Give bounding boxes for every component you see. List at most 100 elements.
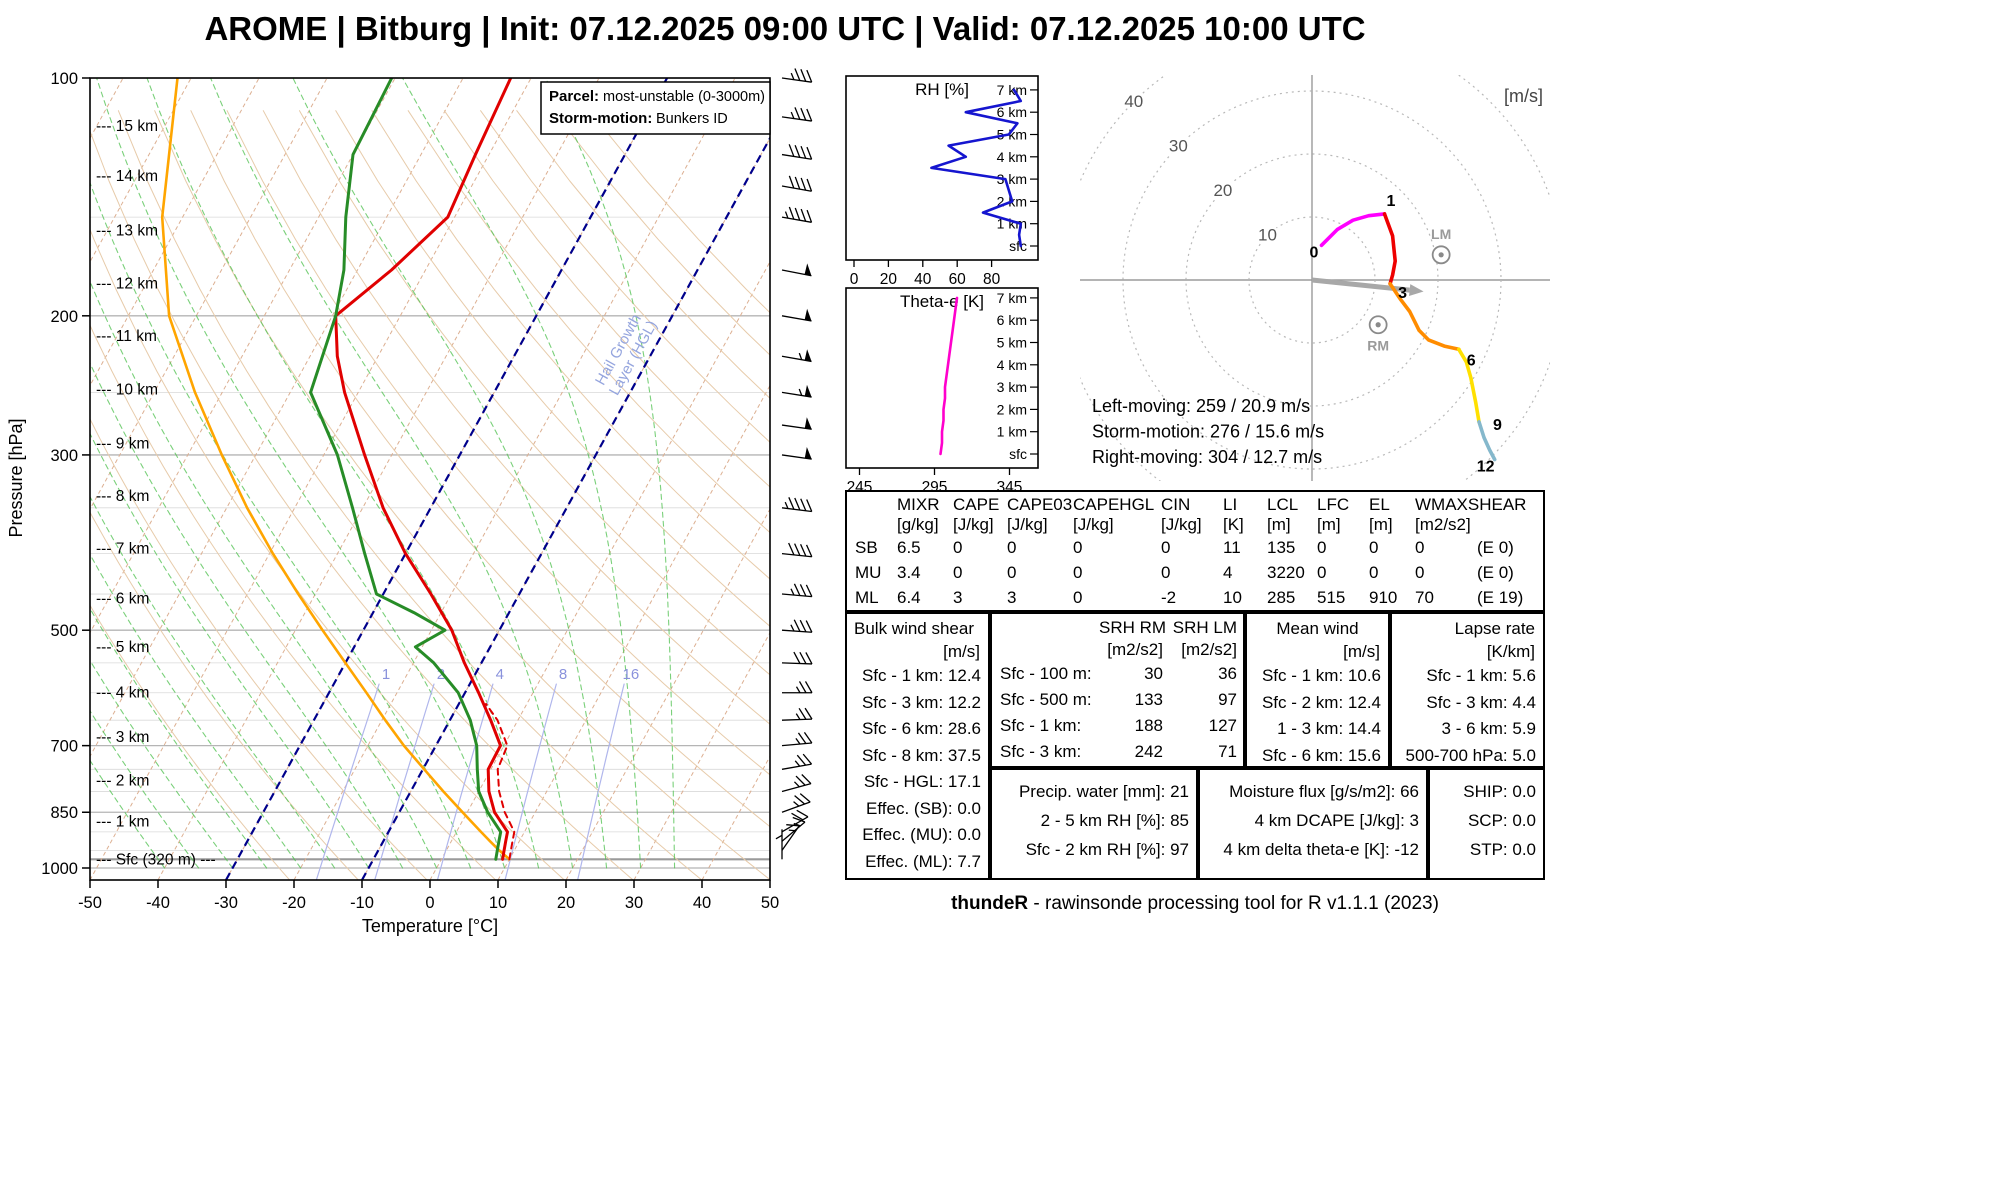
indices-table: MIXR CAPE CAPE03 CAPEHGL CIN LI LCL LFC EL WMAXSH… [845, 490, 1545, 612]
height-km-label: --- 10 km [96, 382, 158, 399]
storm-marker-label: LM [1431, 226, 1451, 242]
indices-cell: 0 [1073, 538, 1083, 557]
indices-cell: 0 [1415, 538, 1425, 557]
wind-barb [781, 349, 812, 363]
composite-indices-box: SHIP: 0.0 SCP: 0.0 STP: 0.0 [1428, 768, 1545, 880]
hodo-ring-label: 40 [1124, 92, 1143, 111]
srh-cell [1000, 617, 1099, 639]
indices-cell: [J/kg] [1007, 515, 1048, 534]
srh-cell: Sfc - 500 m: [1000, 690, 1092, 709]
wind-barb [781, 753, 813, 770]
hodo-segment [1457, 347, 1481, 424]
box-rows: Precip. water [mm]: 21 2 - 5 km RH [%]: 8… [992, 777, 1196, 864]
indices-cell: 0 [1369, 563, 1379, 582]
theta-height-label: 4 km [997, 357, 1027, 373]
indices-cell: 3220 [1267, 563, 1305, 582]
indices-cell: 0 [1161, 563, 1171, 582]
hodo-height-label: 1 [1386, 193, 1395, 210]
indices-cell: 515 [1317, 588, 1346, 607]
indices-cell: CAPE [953, 495, 1000, 514]
temperature-tick-label: 20 [557, 894, 575, 912]
wind-barb [781, 206, 813, 223]
virtual-temperature-curve [485, 703, 516, 861]
stat-row: Precip. water [mm]: 21 [1018, 782, 1189, 801]
wind-barb [781, 583, 813, 598]
hodo-height-label: 6 [1467, 352, 1476, 369]
wind-barb [781, 144, 813, 160]
parcel-curve [160, 78, 511, 861]
stat-row: 500-700 hPa: 5.0 [1405, 745, 1536, 765]
hodo-height-label: 3 [1398, 285, 1407, 302]
indices-cell: 3 [1007, 588, 1017, 607]
hodo-height-label: 0 [1309, 244, 1318, 261]
pressure-tick-label: 100 [50, 70, 78, 88]
pressure-tick-label: 500 [50, 622, 78, 640]
stat-row: Sfc - 6 km: 15.6 [1261, 745, 1381, 765]
indices-cell: 11 [1223, 538, 1241, 557]
pressure-tick-label: 200 [50, 308, 78, 326]
srh-cell: 97 [1218, 690, 1237, 709]
wind-barb [781, 417, 812, 430]
box-unit: [m/s] [943, 642, 980, 661]
theta-e-curve [939, 296, 959, 456]
indices-cell: WMAXSHEAR [1415, 495, 1527, 514]
legend-parcel-label: Parcel: [549, 88, 599, 105]
height-km-label: --- 9 km [96, 435, 149, 452]
indices-cell: CAPE03 [1007, 495, 1073, 514]
storm-marker-label: RM [1367, 338, 1389, 354]
indices-cell: 0 [1161, 538, 1171, 557]
indices-cell: 910 [1369, 588, 1398, 607]
wind-barb [781, 731, 813, 747]
pressure-tick-label: 300 [50, 447, 78, 465]
srh-cell: Sfc - 3 km: [1000, 742, 1082, 761]
rh-height-label: 3 km [997, 171, 1027, 187]
indices-cell: 0 [1415, 563, 1425, 582]
hodo-height-label: 12 [1477, 459, 1495, 476]
indices-cell: 0 [953, 538, 963, 557]
indices-cell: 70 [1415, 588, 1434, 607]
indices-cell: 0 [1073, 588, 1083, 607]
hodo-segment [1388, 281, 1461, 352]
temperature-tick-label: -10 [350, 894, 374, 912]
wind-barb [781, 619, 813, 633]
page-title: AROME | Bitburg | Init: 07.12.2025 09:00… [204, 10, 1366, 47]
footer-credit: thundeR - rawinsonde processing tool for… [845, 893, 1545, 915]
indices-cell: 0 [1317, 538, 1327, 557]
indices-cell: 0 [1369, 538, 1379, 557]
hodo-height-label: 9 [1493, 417, 1502, 434]
temperature-tick-label: 50 [761, 894, 779, 912]
skewt-legend-box [540, 81, 771, 135]
rh-tick-label: 20 [880, 271, 898, 288]
theta-height-label: 3 km [997, 379, 1027, 395]
rh-height-label: 7 km [997, 82, 1027, 98]
wind-barb [781, 447, 812, 460]
indices-grid: MIXR CAPE CAPE03 CAPEHGL CIN LI LCL LFC EL WMAXSH… [855, 495, 1543, 610]
hodo-unit-label: [m/s] [1504, 86, 1543, 106]
box-unit: [K/km] [1486, 642, 1535, 661]
rh-height-label: sfc [1009, 238, 1027, 254]
mixing-ratio-label: 4 [496, 666, 504, 683]
hodo-ring-label: 10 [1258, 225, 1277, 244]
box-title: Bulk wind shear [854, 619, 975, 638]
storm-motion-info-line: Left-moving: 259 / 20.9 m/s [1092, 396, 1310, 416]
height-km-label: --- 15 km [96, 118, 158, 135]
stat-row: Sfc - 3 km: 12.2 [861, 692, 981, 712]
height-km-label: --- 7 km [96, 540, 149, 557]
stat-row: 3 - 6 km: 5.9 [1441, 719, 1536, 738]
stat-row: Sfc - 2 km: 12.4 [1261, 692, 1381, 712]
indices-cell: [g/kg] [897, 515, 939, 534]
footer-text: - rawinsonde processing tool for R v1.1.… [1028, 893, 1439, 914]
box-rows: SHIP: 0.0 SCP: 0.0 STP: 0.0 [1430, 777, 1543, 864]
srh-cell: 127 [1208, 716, 1237, 735]
rh-curve [930, 88, 1023, 248]
indices-cell: LI [1223, 495, 1238, 514]
stat-row: Sfc - 8 km: 37.5 [861, 745, 981, 765]
indices-cell: [K] [1223, 515, 1244, 534]
stat-row: SCP: 0.0 [1467, 811, 1536, 830]
temperature-curve [334, 78, 513, 861]
indices-cell: 0 [1317, 563, 1327, 582]
legend-storm-label: Storm-motion: [549, 110, 652, 127]
indices-cell: [m] [1267, 515, 1291, 534]
